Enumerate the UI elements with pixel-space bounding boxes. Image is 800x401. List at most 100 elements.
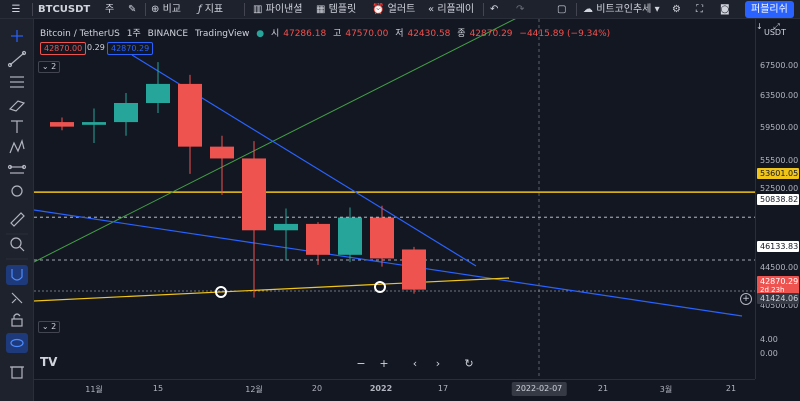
maximize-icon[interactable]: ⤢ [773,22,780,31]
price-tick: 0.00 [760,349,778,358]
compare-button[interactable]: ⊕ 비교 [151,0,181,19]
candle-body [210,146,234,159]
magnet-icon[interactable] [11,269,23,281]
redo-icon[interactable]: ↷ [516,4,525,15]
candle-body [146,83,170,103]
zoom-in-button[interactable]: + [379,357,389,370]
cloud-icon: ☁ [583,4,593,15]
separator [145,3,146,16]
change-value: −4415.89 (−9.34%) [519,29,611,39]
trend-line-yellow [34,277,510,302]
drawing-toolbar [0,19,34,401]
candle-body [114,103,138,123]
shapes-icon[interactable] [11,185,23,197]
arrow-down-icon[interactable]: ↓ [756,22,763,31]
zoom-in-icon[interactable] [10,237,25,252]
undo-icon[interactable]: ↶ [490,4,499,15]
scroll-left-button[interactable]: ‹ [412,357,418,370]
alert-label: 얼러트 [387,4,416,15]
low-label: 저 [395,29,404,39]
time-tick: 12월 [245,385,263,394]
crosshair-icon[interactable] [11,30,23,42]
camera-icon[interactable]: ◙ [720,4,730,15]
separator [32,3,33,16]
exchange-label: BINANCE [147,29,189,39]
lock-drawings-icon[interactable] [11,292,23,304]
time-tick: 17 [437,384,449,393]
hide-drawings-icon[interactable] [10,338,24,348]
hline-price-label: 53601.05 [757,168,799,179]
financials-label: 파이낸셜 [265,4,303,15]
lock-icon[interactable] [11,313,23,327]
high-value: 47570.00 [345,29,389,39]
prediction-icon[interactable] [7,164,27,174]
plus-circle-icon: ⊕ [151,4,160,15]
price-axis[interactable]: ↓ ⤢ USDT 67500.00 63500.00 59500.00 55500.0… [755,19,800,379]
candle-body [402,249,426,290]
collapse-pane-button[interactable]: ⌄ 2 [38,321,60,333]
indicators-button[interactable]: ƒ 지표 [198,0,223,19]
layout-select-icon[interactable]: ▢ [557,4,567,15]
bar-chart-icon: ▥ [253,4,263,15]
price-chart[interactable] [34,19,755,379]
legend: Bitcoin / TetherUS 1주 BINANCE TradingVie… [40,26,618,39]
price-tick: 55500.00 [760,156,799,165]
fullscreen-icon[interactable]: ⛶ [696,4,703,15]
collapse-indicators-button[interactable]: ⌄ 2 [38,61,60,73]
menu-icon[interactable]: ☰ [11,4,21,15]
pencil-icon[interactable]: ✎ [128,4,137,15]
last-price-label: 42870.29 [757,276,799,287]
price-tick: 4.00 [760,335,778,344]
collapse-count: 2 [51,322,57,331]
marker-circle [215,286,227,298]
pattern-icon[interactable] [9,139,25,154]
close-label: 종 [457,29,466,39]
replay-button[interactable]: « 리플레이 [428,0,474,19]
source-label: TradingView [194,29,250,39]
function-icon: ƒ [198,4,202,15]
trend-line-blue-lower [34,209,743,317]
trend-line-icon[interactable] [7,50,27,68]
currency-label[interactable]: USDT [764,28,786,37]
separator [576,3,577,16]
rewind-icon: « [428,4,435,15]
axis-controls: ↓ ⤢ [756,22,780,32]
templates-button[interactable]: ▦ 템플릿 [316,0,356,19]
level-price-label: 46133.83 [757,241,799,252]
time-axis[interactable]: 11월 15 12월 20 2022 17 21 3월 21 2022-02-07 [34,379,755,401]
ohlc-values: 시 47286.18 고 47570.00 저 42430.58 종 42870.29 … [271,29,614,39]
time-tick: 20 [311,384,323,393]
sell-price-box[interactable]: 42870.00 [40,42,87,55]
interval-button[interactable]: 주 [105,4,115,15]
layout-name-button[interactable]: ☁ 비트코인추세 ▾ [583,4,660,15]
zoom-out-button[interactable]: − [356,357,366,370]
buy-price-box[interactable]: 42870.29 [107,42,154,55]
add-alert-icon[interactable]: + [740,293,752,305]
chart-pane[interactable]: Bitcoin / TetherUS 1주 BINANCE TradingVie… [34,19,800,401]
time-tick: 11월 [85,385,103,394]
financials-button[interactable]: ▥ 파이낸셜 [253,0,302,19]
price-tick: 67500.00 [760,61,799,70]
candle-body [242,158,266,231]
bar-countdown-label: 2d 23h [757,286,799,295]
reset-chart-button[interactable]: ↻ [464,357,474,370]
alert-button[interactable]: ⏰ 얼러트 [372,0,415,19]
price-tick: 52500.00 [760,184,799,193]
brush-icon[interactable] [8,100,26,112]
price-tick: 63500.00 [760,91,799,100]
horizontal-lines-icon[interactable] [10,76,24,88]
symbol-search-button[interactable]: BTCUSDT [38,4,91,15]
layout-name-label: 비트코인추세 [596,4,652,15]
open-label: 시 [270,29,280,39]
replay-label: 리플레이 [437,4,475,15]
gear-icon[interactable]: ⚙ [672,4,681,15]
ruler-icon[interactable] [10,212,25,227]
interval-label: 1주 [126,29,141,39]
price-tick: 44500.00 [760,263,799,272]
candle-body [82,122,106,125]
scroll-right-button[interactable]: › [435,357,441,370]
publish-button[interactable]: 퍼블리쉬 [745,1,794,18]
trend-line-green [34,19,516,263]
text-icon[interactable] [11,120,23,133]
trash-icon[interactable] [10,366,24,379]
